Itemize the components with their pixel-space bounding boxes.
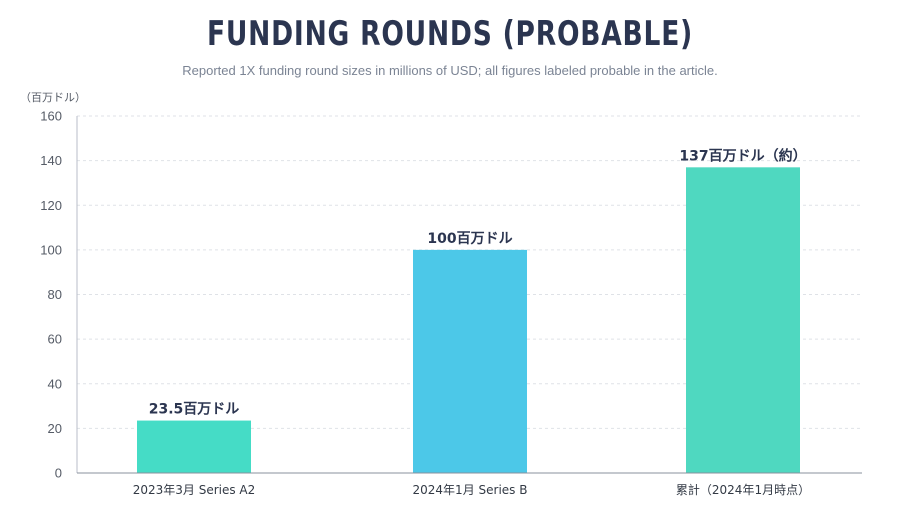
chart-subtitle: Reported 1X funding round sizes in milli… [182, 63, 718, 78]
bar [413, 249, 527, 473]
data-labels: 23.5百万ドル 100百万ドル 137百万ドル（約） [149, 147, 807, 417]
y-tick-label: 80 [48, 287, 62, 302]
y-tick-label: 0 [55, 466, 62, 481]
y-tick-label: 160 [40, 109, 62, 124]
axes [76, 116, 862, 474]
x-category-label: 累計（2024年1月時点） [676, 482, 810, 497]
y-tick-label: 100 [40, 242, 62, 257]
y-tick-label: 20 [48, 421, 62, 436]
x-category-labels: 2023年3月 Series A2 2024年1月 Series B 累計（2024… [133, 482, 810, 497]
data-label: 23.5百万ドル [149, 402, 240, 418]
bar [137, 420, 251, 473]
x-category-label: 2023年3月 Series A2 [133, 483, 256, 497]
bars [137, 167, 800, 473]
y-tick-labels: 0 20 40 60 80 100 120 140 160 [40, 109, 62, 481]
y-tick-label: 140 [40, 153, 62, 168]
data-label: 100百万ドル [427, 231, 512, 247]
y-tick-label: 120 [40, 198, 62, 213]
chart-title: FUNDING ROUNDS (PROBABLE) [206, 14, 694, 54]
data-label: 137百万ドル（約） [679, 147, 806, 164]
x-category-label: 2024年1月 Series B [413, 483, 528, 497]
y-tick-label: 60 [48, 332, 62, 347]
y-axis-unit-label: （百万ドル） [20, 91, 86, 104]
bar [686, 167, 800, 473]
y-tick-label: 40 [48, 376, 62, 391]
